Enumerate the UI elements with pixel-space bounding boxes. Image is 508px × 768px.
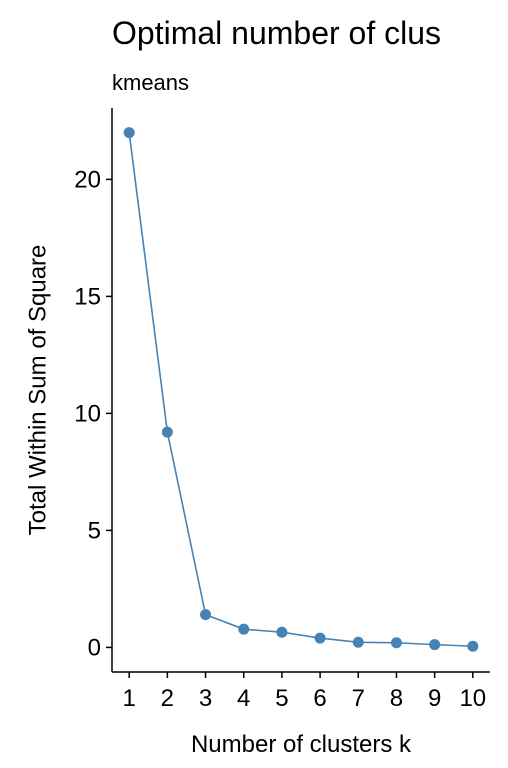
y-axis-ticks: 0 5 10 15 20: [74, 166, 112, 661]
y-tick-label: 0: [88, 634, 101, 661]
x-tick-label: 4: [237, 685, 250, 712]
data-point: [352, 636, 364, 648]
y-tick-label: 15: [74, 283, 101, 310]
data-point: [161, 426, 173, 438]
chart-subtitle: kmeans: [112, 70, 190, 95]
x-tick-label: 7: [352, 685, 365, 712]
data-point: [123, 127, 135, 139]
data-point: [314, 632, 326, 644]
y-tick-label: 20: [74, 166, 101, 193]
x-tick-label: 8: [390, 685, 403, 712]
x-tick-label: 1: [123, 685, 136, 712]
x-axis-label: Number of clusters k: [191, 731, 412, 758]
y-axis-label: Total Within Sum of Square: [24, 245, 51, 536]
series-group: [123, 127, 479, 652]
x-tick-label: 2: [161, 685, 174, 712]
y-tick-label: 10: [74, 400, 101, 427]
y-tick-label: 5: [88, 517, 101, 544]
data-point: [276, 626, 288, 638]
data-point: [238, 623, 250, 635]
x-tick-label: 10: [459, 685, 486, 712]
data-point: [390, 637, 402, 649]
x-tick-label: 6: [313, 685, 326, 712]
x-tick-label: 5: [275, 685, 288, 712]
data-point: [200, 609, 212, 621]
chart-title: Optimal number of clus: [112, 15, 442, 51]
x-axis-ticks: 1 2 3 4 5 6 7 8 9 10: [123, 672, 486, 712]
data-point: [467, 640, 479, 652]
x-tick-label: 9: [428, 685, 441, 712]
data-point: [429, 639, 441, 651]
series-line: [128, 132, 473, 648]
x-tick-label: 3: [199, 685, 212, 712]
